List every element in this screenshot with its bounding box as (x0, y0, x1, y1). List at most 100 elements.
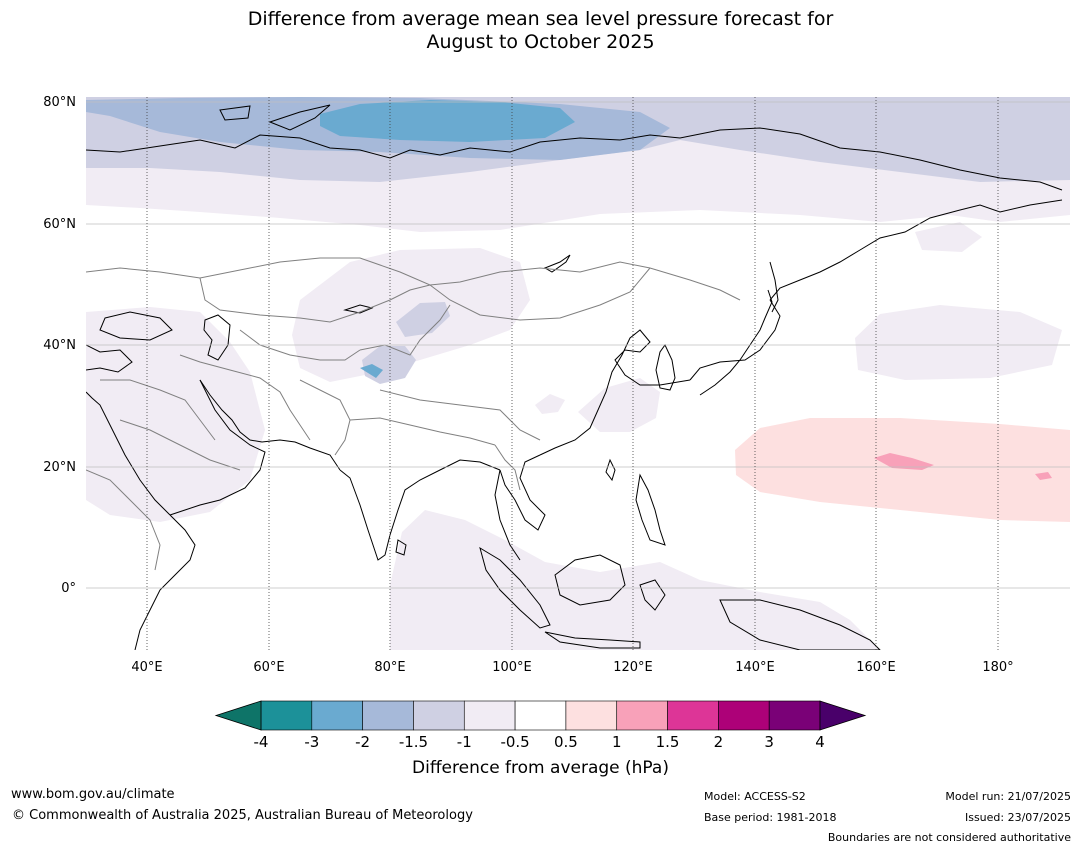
lat-label-0: 0° (61, 581, 76, 596)
lat-label-20n: 20°N (43, 460, 76, 475)
graticule (86, 97, 1070, 650)
title-line-2: August to October 2025 (426, 31, 655, 53)
coast-borneo (554, 554, 626, 606)
border-iran (179, 354, 311, 441)
lon-label-60e: 60°E (253, 660, 285, 675)
lat-label-80n: 80°N (43, 95, 76, 110)
colorbar-right-arrow (819, 700, 867, 731)
anomaly-kamchatka (915, 222, 982, 252)
coast-new-guinea (719, 599, 881, 650)
colorbar-cell (718, 700, 770, 731)
issued-text: Issued: 23/07/2025 (964, 811, 1071, 824)
anomaly-east-china-small (535, 394, 565, 414)
coastlines (86, 104, 1063, 650)
coast-sulawesi (639, 579, 666, 611)
model-run-text: Model run: 21/07/2025 (945, 790, 1071, 803)
title-line-1: Difference from average mean sea level p… (247, 8, 834, 30)
colorbar-cell (311, 700, 363, 731)
anomaly-neg-3-band (320, 100, 575, 142)
colorbar-tick-label: 0.5 (553, 733, 578, 751)
coast-bay-of-bengal (339, 459, 501, 561)
anomaly-north-pacific (855, 305, 1062, 380)
base-period-text: Base period: 1981-2018 (704, 811, 837, 824)
colorbar-cell (667, 700, 719, 731)
lon-label-80e: 80°E (374, 660, 406, 675)
colorbar-cell (514, 700, 567, 731)
website-link[interactable]: www.bom.gov.au/climate (11, 787, 175, 802)
coast-indochina (499, 454, 546, 531)
colorbar-cell (565, 700, 618, 731)
coast-java (544, 631, 641, 649)
coast-arabian-sea (199, 379, 341, 471)
colorbar-cell (260, 700, 313, 731)
border-middle-east (100, 379, 216, 441)
anomaly-karakoram (360, 364, 383, 378)
colorbar-cell (413, 700, 465, 731)
colorbar-cell (463, 700, 516, 731)
coast-siberia-east (769, 199, 1063, 301)
border-india-north (349, 417, 496, 446)
coast-arctic (86, 127, 1063, 191)
coast-novaya-zemlya (268, 104, 331, 131)
lat-label-40n: 40°N (43, 338, 76, 353)
coast-mediterranean (86, 344, 133, 373)
coast-malay (494, 469, 521, 561)
coast-red-sea (86, 391, 171, 516)
colorbar-left-arrow (214, 700, 262, 731)
colorbar-cells (260, 700, 821, 731)
anomaly-indian-ocean-maritime (390, 510, 880, 650)
coast-sakhalin (769, 261, 779, 313)
coast-sri-lanka (395, 539, 407, 556)
anomaly-tian-shan (396, 302, 450, 337)
coast-okhotsk (689, 299, 781, 381)
map-title: Difference from average mean sea level p… (0, 8, 1081, 54)
country-borders (86, 257, 741, 571)
coast-lake-baikal (543, 254, 571, 273)
lon-label-140e: 140°E (735, 660, 775, 675)
border-kazakhstan (199, 277, 431, 323)
lat-label-60n: 60°N (43, 217, 76, 232)
anomaly-shading (86, 97, 1070, 650)
coast-sumatra (479, 546, 551, 629)
model-text: Model: ACCESS-S2 (704, 790, 806, 803)
colorbar-cell (362, 700, 414, 731)
border-china-south (379, 389, 541, 441)
lon-label-100e: 100°E (492, 660, 532, 675)
border-mongolia (429, 267, 651, 321)
colorbar-tick-label: -0.5 (500, 733, 530, 751)
coast-china (539, 329, 691, 456)
anomaly-west-pacific-pos-1-east (1035, 472, 1052, 480)
colorbar-label: Difference from average (hPa) (412, 758, 669, 778)
lon-label-120e: 120°E (613, 660, 653, 675)
colorbar-tick-label: -3 (304, 733, 320, 751)
coast-caspian (203, 314, 231, 361)
coast-balkhash (343, 304, 374, 314)
lon-label-180: 180° (982, 660, 1014, 675)
coast-korea (655, 344, 676, 391)
coast-black-sea (99, 311, 173, 341)
lon-label-40e: 40°E (131, 660, 163, 675)
coast-persian-gulf (169, 379, 266, 516)
colorbar-tick-label: -1 (456, 733, 472, 751)
disclaimer-text: Boundaries are not considered authoritat… (827, 831, 1071, 844)
border-saudi (119, 419, 241, 471)
colorbar-tick-label: -1.5 (398, 733, 429, 751)
colorbar-tick-label: -4 (253, 733, 269, 751)
anomaly-west-pacific-pos-1 (874, 453, 934, 470)
colorbar-tick-label: 4 (815, 733, 825, 751)
border-central-asia (239, 329, 361, 361)
colorbar-tick-label: 3 (764, 733, 774, 751)
colorbar-tick-label: 2 (713, 733, 724, 751)
colorbar-tick-label: -2 (355, 733, 371, 751)
colorbar-tick-label: 1 (611, 733, 622, 751)
copyright-text: © Commonwealth of Australia 2025, Austra… (12, 808, 473, 823)
border-china-west (359, 304, 451, 356)
colorbar-tick-label: 1.5 (655, 733, 680, 751)
border-africa-east (86, 469, 161, 571)
anomaly-east-china (578, 378, 660, 432)
colorbar-cell (616, 700, 668, 731)
colorbar-cell (768, 700, 821, 731)
coast-svalbard-east (219, 105, 251, 121)
